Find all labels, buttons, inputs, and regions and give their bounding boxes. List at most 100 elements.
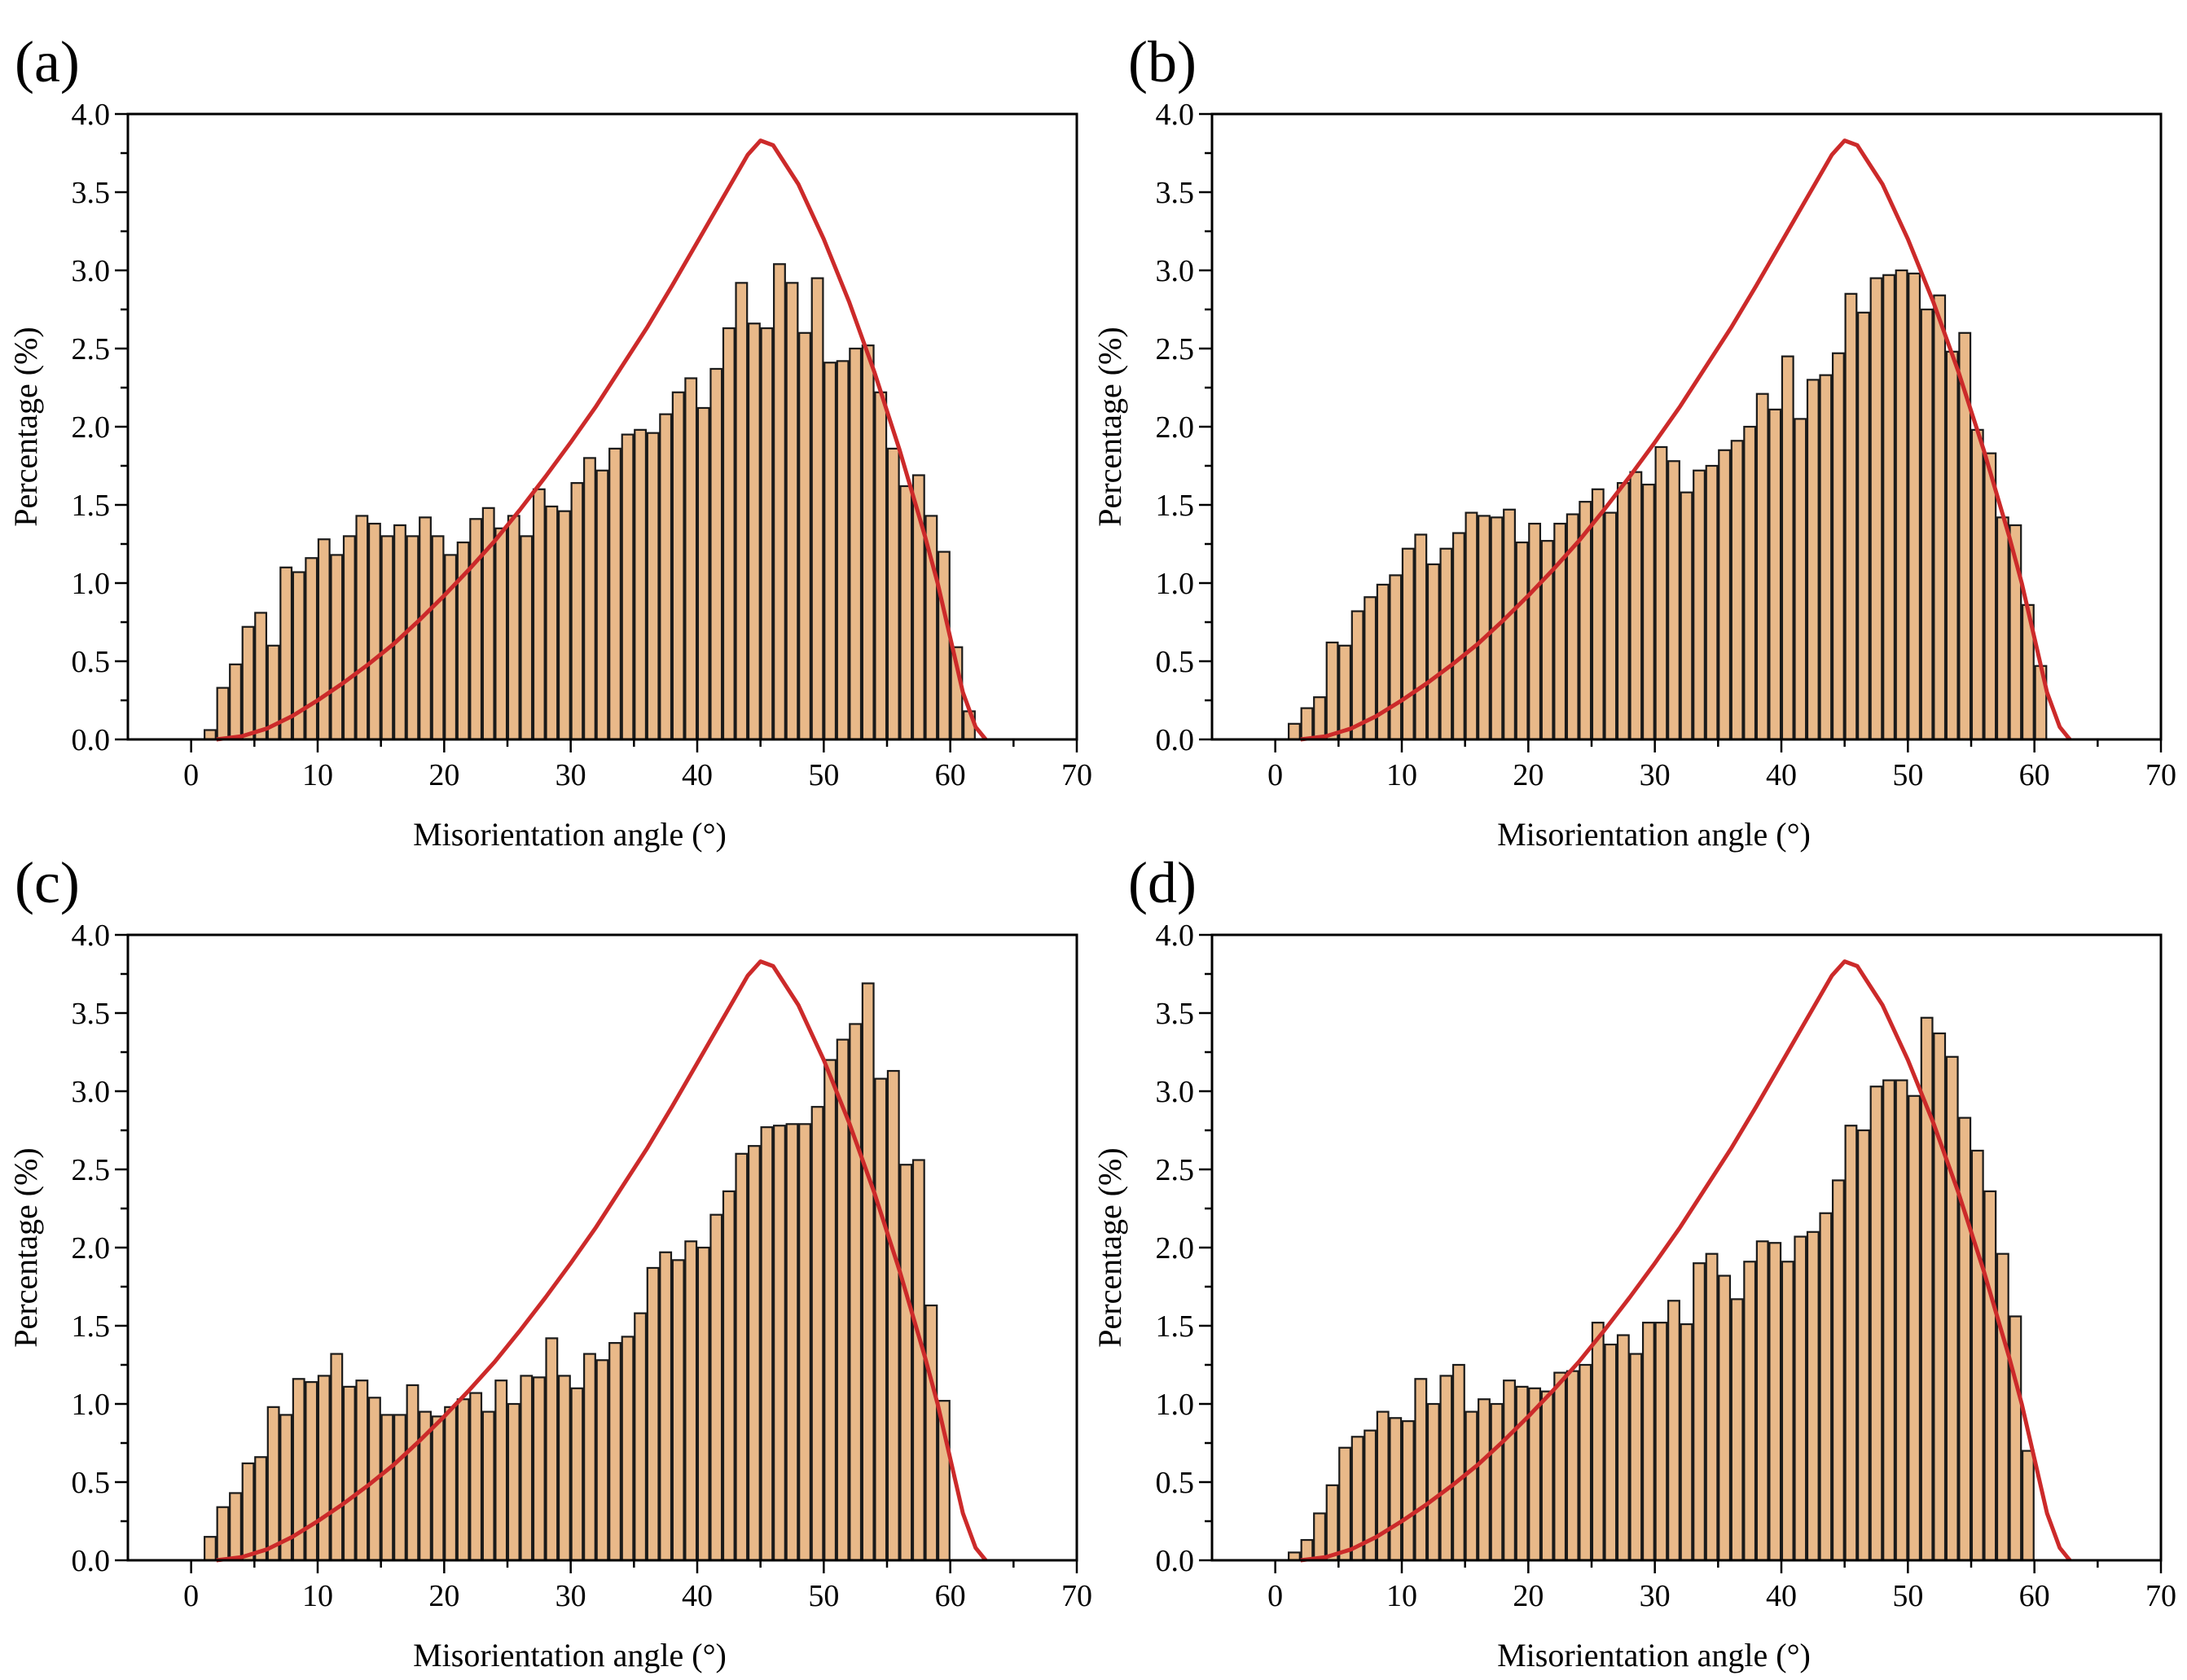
x-tick-label: 10	[302, 758, 333, 792]
histogram-bar	[520, 1375, 534, 1562]
histogram-bar	[1426, 563, 1440, 741]
histogram-bar	[481, 1410, 495, 1562]
chart-panel-d: (d) 0 10 20 30 40 50 60 70 0.0 0.5 1.0 1.5 2.0 2.5 3.0 3…	[1091, 850, 2176, 1673]
histogram-bar	[305, 557, 318, 741]
x-tick-label: 40	[682, 1579, 713, 1613]
x-tick-label: 70	[1061, 758, 1092, 792]
histogram-bar	[520, 535, 534, 741]
histogram-bar	[1528, 522, 1542, 741]
histogram-bar	[1920, 308, 1934, 741]
histogram-bar	[545, 505, 559, 741]
x-tick-label: 40	[1766, 758, 1797, 792]
histogram-bar	[1478, 1398, 1491, 1562]
histogram-bar	[709, 1213, 723, 1562]
x-tick-label: 20	[428, 758, 459, 792]
histogram-bar	[621, 1336, 635, 1562]
y-tick-label: 0.5	[1156, 1466, 1195, 1500]
histogram-bar	[1945, 350, 1959, 741]
y-tick-label: 3.0	[72, 1075, 111, 1109]
histogram-bar	[773, 263, 786, 741]
histogram-bar	[1579, 1363, 1592, 1562]
x-tick-label: 70	[1061, 1579, 1092, 1613]
histogram-bar	[241, 1462, 255, 1562]
histogram-bar	[621, 433, 635, 741]
histogram-bar	[1983, 1190, 1997, 1562]
histogram-bar	[1439, 547, 1453, 741]
reference-curve	[216, 138, 988, 742]
histogram-bar	[608, 447, 621, 741]
histogram-bar	[1806, 1230, 1820, 1562]
histogram-bar	[1933, 1032, 1947, 1562]
x-tick-label: 60	[935, 758, 966, 792]
histogram-bar	[1325, 641, 1339, 741]
histogram-bar	[1743, 1261, 1757, 1562]
histogram-bar	[1503, 1380, 1516, 1562]
histogram-bar	[1503, 508, 1516, 741]
y-tick-label: 2.0	[72, 1231, 111, 1265]
histogram-bar	[419, 516, 432, 741]
histogram-bar	[911, 1159, 925, 1562]
x-tick-label: 30	[556, 758, 586, 792]
histogram-bar	[659, 413, 673, 741]
histogram-bar	[1806, 379, 1820, 741]
x-tick-label: 20	[1513, 758, 1544, 792]
histogram-bar	[924, 1304, 938, 1562]
y-tick-label: 3.5	[72, 997, 111, 1031]
y-tick-label: 4.0	[1156, 98, 1195, 132]
x-axis-title: Misorientation angle (°)	[413, 816, 727, 853]
histogram-bar	[595, 1359, 609, 1562]
y-tick-label: 3.0	[1156, 1075, 1195, 1109]
y-tick-label: 0.0	[72, 1544, 111, 1578]
histogram-bar	[229, 1492, 242, 1562]
x-tick-label: 10	[1386, 758, 1417, 792]
histogram-bar	[431, 535, 445, 741]
histogram-bar	[241, 625, 255, 741]
histogram-bar	[216, 1506, 230, 1562]
x-tick-label: 40	[1766, 1579, 1797, 1613]
y-tick-label: 3.5	[1156, 176, 1195, 210]
x-axis-title: Misorientation angle (°)	[1497, 1637, 1811, 1673]
histogram-bar	[507, 515, 520, 741]
histogram-bar	[406, 1384, 419, 1562]
histogram-bar	[507, 1402, 520, 1562]
histogram-bar	[532, 1376, 546, 1562]
y-tick-label: 0.0	[1156, 1544, 1195, 1578]
histogram-bar	[380, 535, 394, 741]
histogram-bar	[1629, 1353, 1643, 1562]
histogram-bar	[1743, 425, 1757, 741]
x-tick-label: 60	[935, 1579, 966, 1613]
histogram-bar	[1718, 449, 1732, 741]
histogram-bar	[393, 1414, 406, 1562]
histogram-bar	[583, 1353, 596, 1562]
histogram-bar	[557, 1375, 571, 1562]
histogram-bar	[1389, 1417, 1403, 1562]
histogram-bar	[342, 1385, 356, 1562]
histogram-bar	[861, 344, 875, 741]
x-tick-label: 30	[1640, 758, 1671, 792]
histogram-bar	[254, 612, 268, 741]
panel-label: (c)	[15, 850, 80, 915]
histogram-bar	[1401, 547, 1415, 741]
y-tick-label: 1.5	[1156, 1309, 1195, 1344]
histogram-bar	[1629, 471, 1643, 741]
histogram-bar	[494, 527, 508, 741]
y-axis-title: Percentage (%)	[1091, 1147, 1128, 1347]
histogram-bar	[330, 1353, 344, 1562]
chart-panel-b: (b) 0 10 20 30 40 50 60 70 0.0 0.5 1.0 1.5 2.0 2.5 3.0 3…	[1091, 29, 2176, 853]
histogram-bar	[696, 406, 710, 741]
histogram-bar	[1515, 1385, 1529, 1562]
y-axis-title: Percentage (%)	[1091, 327, 1128, 526]
y-tick-label: 1.0	[72, 567, 111, 601]
histogram-bar	[1288, 722, 1301, 741]
y-tick-label: 4.0	[72, 98, 111, 132]
histogram-bar	[1857, 311, 1870, 741]
histogram-bar	[469, 518, 483, 741]
x-tick-label: 40	[682, 758, 713, 792]
histogram-bar	[1426, 1402, 1440, 1562]
histogram-bar	[747, 1145, 761, 1562]
histogram-bar	[1338, 644, 1352, 741]
histogram-bar	[2021, 1450, 2035, 1562]
y-tick-label: 3.0	[1156, 254, 1195, 288]
histogram-bar	[684, 1240, 698, 1562]
